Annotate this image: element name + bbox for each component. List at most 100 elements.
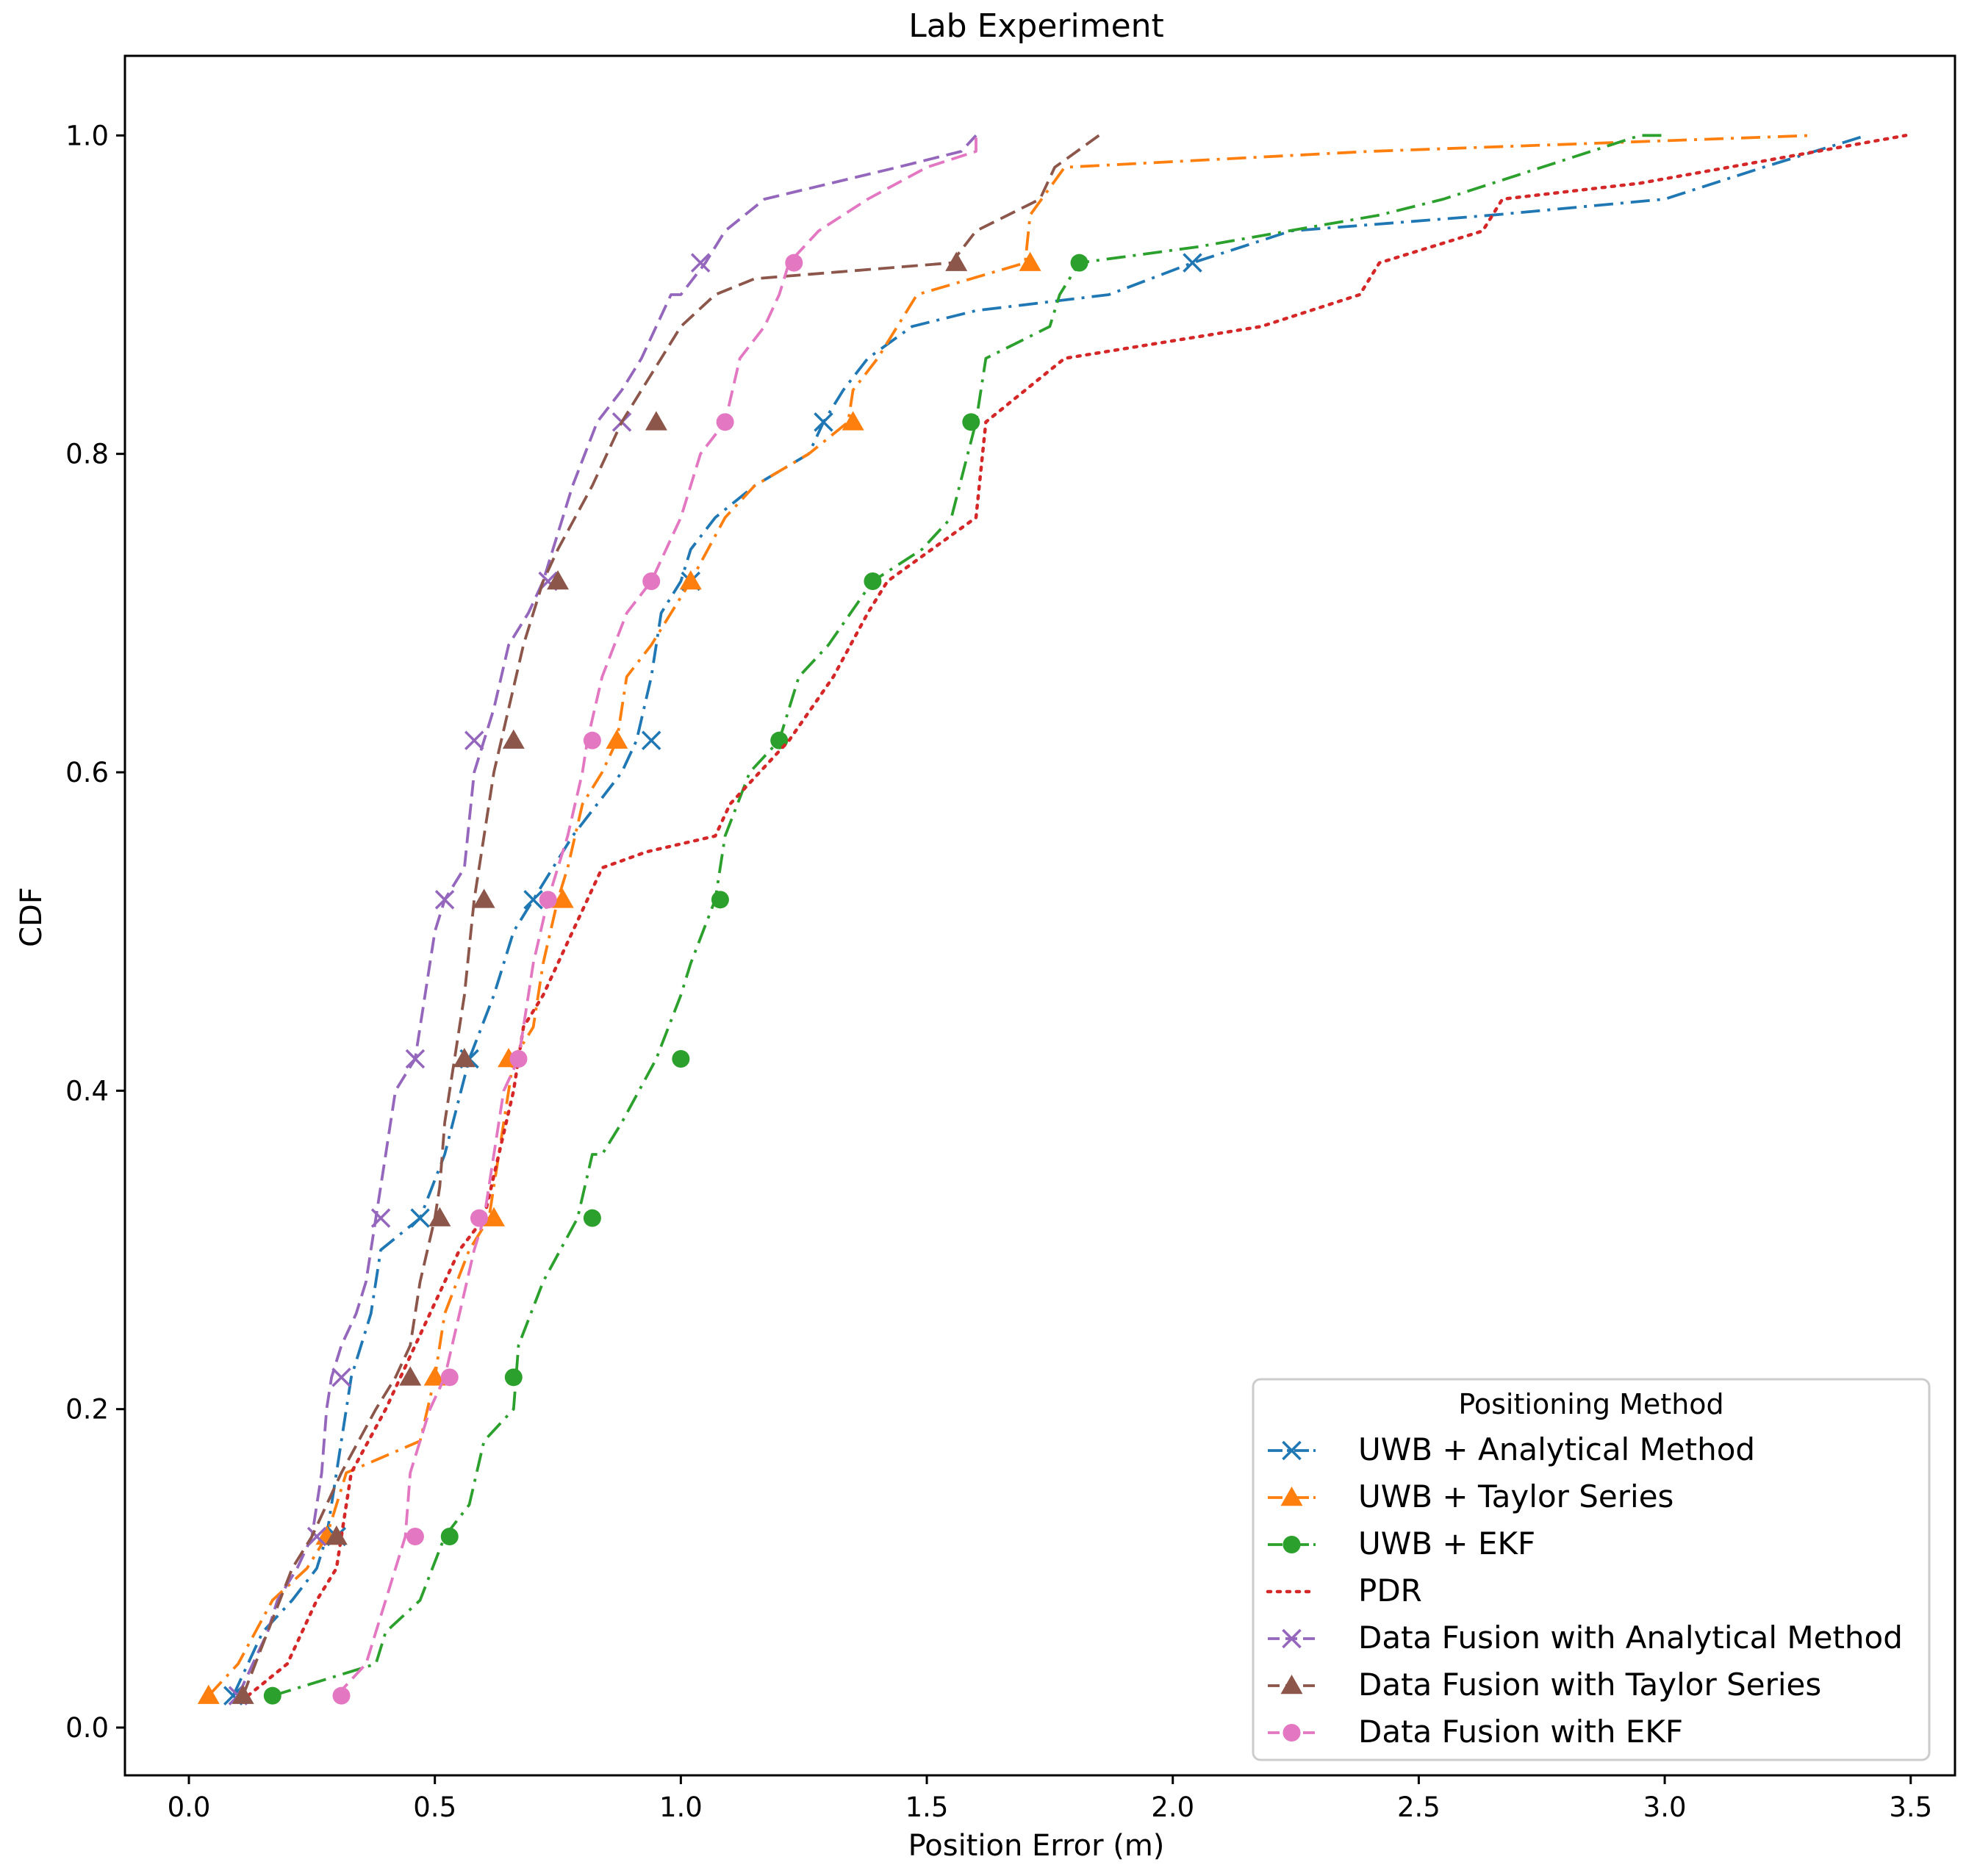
series-layer xyxy=(197,134,1908,1706)
x-tick-label: 1.5 xyxy=(905,1791,949,1823)
series-marker xyxy=(263,1686,281,1705)
series-5 xyxy=(232,134,1100,1704)
series-marker xyxy=(370,1208,391,1228)
series-marker xyxy=(423,1366,446,1386)
series-line xyxy=(246,134,1908,1697)
series-marker xyxy=(583,1209,601,1227)
x-tick-label: 0.5 xyxy=(413,1791,456,1823)
y-axis-ticks: 0.0 0.2 0.4 0.6 0.8 1.0 xyxy=(65,120,125,1744)
legend-entries: UWB + Analytical Method UWB + Taylor Seri… xyxy=(1266,1431,1903,1750)
legend-title: Positioning Method xyxy=(1458,1388,1723,1420)
series-3 xyxy=(246,134,1908,1697)
series-marker xyxy=(428,1207,451,1226)
legend-marker xyxy=(1282,1724,1301,1742)
legend-marker xyxy=(1280,1675,1303,1694)
series-marker xyxy=(483,1207,506,1226)
series-marker xyxy=(842,411,864,431)
legend-entry: UWB + Analytical Method xyxy=(1268,1431,1755,1467)
x-tick-label: 1.0 xyxy=(659,1791,703,1823)
series-marker xyxy=(325,1525,348,1545)
series-marker xyxy=(1019,251,1041,271)
series-marker xyxy=(453,1048,476,1068)
series-marker xyxy=(504,1368,523,1387)
series-marker xyxy=(434,890,455,910)
series-marker xyxy=(716,413,734,431)
legend-entry: Data Fusion with Analytical Method xyxy=(1268,1620,1903,1656)
series-marker xyxy=(470,1209,488,1227)
series-marker xyxy=(583,731,601,750)
legend-marker xyxy=(1282,1536,1301,1553)
series-marker xyxy=(331,1368,351,1387)
series-marker xyxy=(406,1528,424,1545)
x-axis-label: Position Error (m) xyxy=(908,1829,1165,1863)
y-tick-label: 0.0 xyxy=(65,1712,109,1744)
series-marker xyxy=(945,251,968,271)
series-marker xyxy=(711,891,729,909)
series-marker xyxy=(679,570,702,590)
series-marker xyxy=(864,572,882,590)
series-marker xyxy=(399,1366,422,1386)
y-tick-label: 0.4 xyxy=(65,1075,109,1107)
series-marker xyxy=(440,1528,459,1545)
legend-label: UWB + EKF xyxy=(1358,1525,1535,1561)
series-marker xyxy=(690,253,711,273)
y-tick-label: 0.2 xyxy=(65,1394,109,1426)
legend-label: Data Fusion with EKF xyxy=(1358,1714,1683,1750)
series-line xyxy=(207,134,1812,1697)
series-marker xyxy=(645,411,667,431)
y-axis-label: CDF xyxy=(15,887,49,947)
series-marker xyxy=(642,572,661,590)
series-2 xyxy=(263,134,1665,1705)
series-marker xyxy=(440,1368,459,1387)
series-marker xyxy=(306,1526,327,1547)
series-marker xyxy=(464,730,484,750)
series-marker xyxy=(502,729,525,749)
legend-marker xyxy=(1282,1628,1302,1649)
x-tick-label: 3.5 xyxy=(1889,1791,1932,1823)
series-line xyxy=(237,134,977,1697)
series-marker xyxy=(641,730,661,750)
legend-label: UWB + Analytical Method xyxy=(1358,1431,1755,1467)
series-marker xyxy=(523,890,543,910)
legend-entry: Data Fusion with Taylor Series xyxy=(1268,1667,1821,1703)
series-marker xyxy=(547,570,570,590)
series-marker xyxy=(332,1686,351,1705)
series-marker xyxy=(785,254,803,272)
legend-marker xyxy=(1280,1487,1303,1506)
legend-label: Data Fusion with Taylor Series xyxy=(1358,1667,1821,1703)
series-marker xyxy=(672,1050,690,1068)
series-marker xyxy=(814,412,833,432)
x-tick-label: 2.5 xyxy=(1397,1791,1441,1823)
series-marker xyxy=(405,1049,426,1069)
legend-marker xyxy=(1282,1440,1302,1461)
legend-entry: Data Fusion with EKF xyxy=(1268,1714,1683,1750)
series-marker xyxy=(509,1050,528,1068)
series-marker xyxy=(606,729,628,749)
series-marker xyxy=(1183,253,1202,273)
series-marker xyxy=(1070,254,1088,272)
y-tick-label: 1.0 xyxy=(65,120,109,151)
legend-label: UWB + Taylor Series xyxy=(1358,1478,1673,1514)
legend-label: Data Fusion with Analytical Method xyxy=(1358,1620,1903,1656)
legend-box xyxy=(1252,1378,1931,1761)
x-tick-label: 2.0 xyxy=(1151,1791,1194,1823)
legend-label: PDR xyxy=(1358,1573,1422,1609)
series-marker xyxy=(962,413,980,431)
series-line xyxy=(335,135,977,1697)
x-axis-ticks: 0.0 0.5 1.0 1.5 2.0 2.5 3.0 3.5 xyxy=(168,1775,1932,1823)
series-marker xyxy=(232,1684,254,1704)
chart-title: Lab Experiment xyxy=(908,7,1164,45)
series-marker xyxy=(410,1208,430,1228)
series-marker xyxy=(551,888,574,908)
y-tick-label: 0.8 xyxy=(65,439,109,470)
legend-entry: PDR xyxy=(1266,1573,1422,1609)
series-line xyxy=(232,134,1868,1697)
series-6 xyxy=(332,135,977,1705)
legend: Positioning Method UWB + Analytical Meth… xyxy=(1252,1378,1931,1761)
y-tick-label: 0.6 xyxy=(65,757,109,788)
series-marker xyxy=(197,1684,220,1704)
x-tick-label: 0.0 xyxy=(168,1791,211,1823)
series-marker xyxy=(539,891,557,909)
legend-entry: UWB + EKF xyxy=(1268,1525,1535,1561)
